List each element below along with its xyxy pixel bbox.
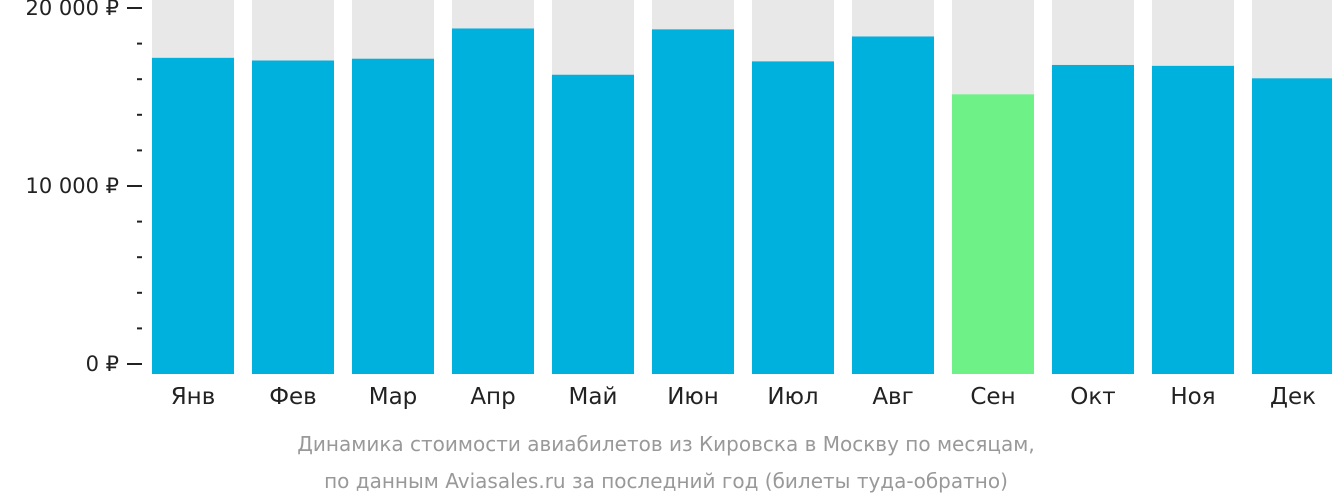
bar-11 bbox=[1152, 65, 1234, 374]
bar-5 bbox=[552, 74, 634, 374]
x-tick-label: Июн bbox=[667, 384, 719, 410]
bar-6 bbox=[652, 29, 734, 375]
bar-8 bbox=[852, 36, 934, 374]
bar-2 bbox=[252, 60, 334, 374]
bar-3 bbox=[352, 58, 434, 374]
x-tick-label: Июл bbox=[767, 384, 818, 410]
y-tick-label: 20 000 ₽ bbox=[25, 0, 119, 20]
y-tick-label: 10 000 ₽ bbox=[25, 174, 119, 198]
bar-9 bbox=[952, 94, 1034, 374]
x-tick-label: Мар bbox=[369, 384, 418, 410]
y-axis: 0 ₽ 10 000 ₽ 20 000 ₽ bbox=[25, 0, 142, 376]
bar-7 bbox=[752, 61, 834, 375]
x-tick-label: Сен bbox=[970, 384, 1015, 410]
x-tick-label: Дек bbox=[1270, 384, 1316, 410]
bars-group bbox=[152, 0, 1332, 375]
y-tick-label: 0 ₽ bbox=[86, 352, 119, 376]
bar-4 bbox=[452, 28, 534, 374]
chart-caption-line-2: по данным Aviasales.ru за последний год … bbox=[324, 469, 1008, 493]
x-axis-labels: Янв Фев Мар Апр Май Июн Июл Авг Сен Окт Ноя Дек bbox=[171, 384, 1316, 410]
bar-10 bbox=[1052, 64, 1134, 375]
x-tick-label: Май bbox=[569, 384, 618, 410]
x-tick-label: Янв bbox=[171, 384, 216, 410]
x-tick-label: Ноя bbox=[1170, 384, 1215, 410]
bar-12 bbox=[1252, 78, 1332, 374]
x-tick-label: Апр bbox=[470, 384, 515, 410]
x-tick-label: Авг bbox=[872, 384, 913, 410]
x-tick-label: Фев bbox=[269, 384, 317, 410]
bar-1 bbox=[152, 57, 234, 375]
x-tick-label: Окт bbox=[1070, 384, 1115, 410]
chart-caption-line-1: Динамика стоимости авиабилетов из Кировс… bbox=[297, 432, 1035, 456]
